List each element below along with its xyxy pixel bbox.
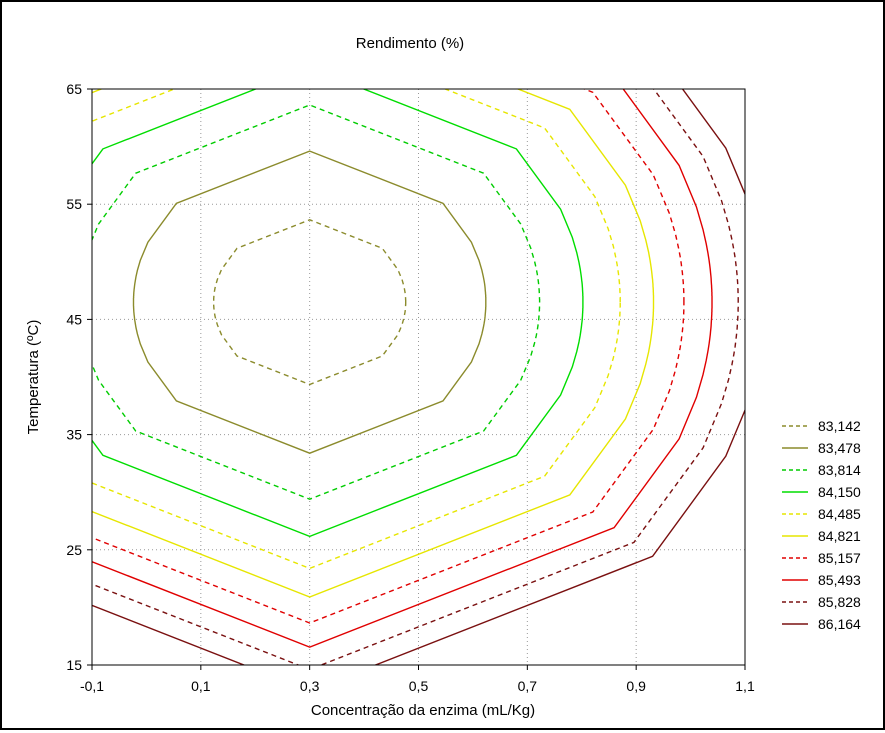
contour-line xyxy=(132,150,487,454)
legend-item: 85,828 xyxy=(782,594,861,610)
contour-line xyxy=(92,89,621,570)
chart-title: Rendimento (%) xyxy=(356,35,464,52)
legend-label: 84,150 xyxy=(818,484,861,500)
y-tick-label: 55 xyxy=(66,196,82,212)
x-tick-label: 1,1 xyxy=(735,678,755,694)
legend-label: 84,485 xyxy=(818,506,861,522)
legend-label: 85,493 xyxy=(818,572,861,588)
legend-item: 83,478 xyxy=(782,440,861,456)
legend-label: 85,157 xyxy=(818,550,861,566)
legend-label: 83,814 xyxy=(818,462,861,478)
legend-item: 86,164 xyxy=(782,616,861,632)
legend-item: 84,485 xyxy=(782,506,861,522)
legend-label: 83,478 xyxy=(818,440,861,456)
y-tick-label: 35 xyxy=(66,427,82,443)
x-axis-ticks: -0,1 0,1 0,3 0,5 0,7 0,9 1,1 xyxy=(80,665,755,694)
x-tick-label: 0,3 xyxy=(300,678,320,694)
legend-label: 86,164 xyxy=(818,616,861,632)
legend-item: 84,150 xyxy=(782,484,861,500)
y-tick-label: 15 xyxy=(66,657,82,673)
y-tick-label: 45 xyxy=(66,311,82,327)
y-axis-label: Temperatura (ºC) xyxy=(25,320,42,435)
x-tick-label: 0,5 xyxy=(409,678,429,694)
x-tick-label: 0,9 xyxy=(626,678,646,694)
contour-line xyxy=(92,89,685,624)
contour-lines xyxy=(92,89,745,665)
contour-line xyxy=(92,89,584,538)
contour-line xyxy=(92,89,713,648)
legend-label: 85,828 xyxy=(818,594,861,610)
legend-item: 84,821 xyxy=(782,528,861,544)
contour-line xyxy=(92,89,655,598)
legend-item: 85,493 xyxy=(782,572,861,588)
x-tick-label: 0,7 xyxy=(518,678,538,694)
legend-label: 83,142 xyxy=(818,418,861,434)
contour-line xyxy=(92,89,739,665)
y-tick-label: 65 xyxy=(66,81,82,97)
y-axis-ticks: 15 25 35 45 55 65 xyxy=(66,81,92,673)
y-tick-label: 25 xyxy=(66,542,82,558)
grid-lines xyxy=(92,89,745,665)
legend-item: 83,814 xyxy=(782,462,861,478)
contour-line xyxy=(92,104,541,500)
x-tick-label: -0,1 xyxy=(80,678,104,694)
legend: 83,142 83,478 83,814 84,150 84,485 84,821 85,1… xyxy=(782,418,861,632)
legend-item: 83,142 xyxy=(782,418,861,434)
x-tick-label: 0,1 xyxy=(191,678,211,694)
x-axis-label: Concentração da enzima (mL/Kg) xyxy=(311,702,535,719)
legend-label: 84,821 xyxy=(818,528,861,544)
contour-line xyxy=(212,219,407,386)
legend-item: 85,157 xyxy=(782,550,861,566)
